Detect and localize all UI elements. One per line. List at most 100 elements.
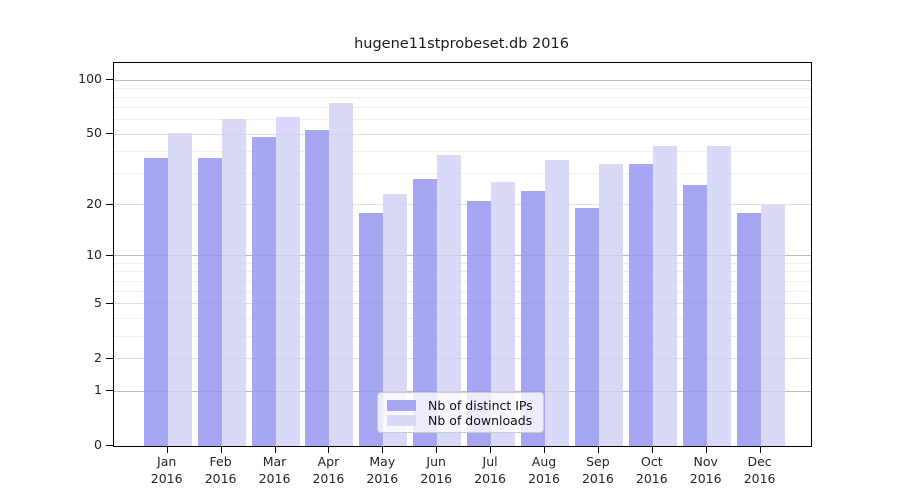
minor-gridline (114, 97, 811, 98)
y-axis-tick (106, 203, 113, 205)
x-tick-label: Mar 2016 (258, 454, 291, 486)
x-tick-label: Jun 2016 (420, 454, 453, 486)
x-axis-tick (382, 446, 384, 453)
y-axis-tick (106, 254, 113, 256)
minor-gridline (114, 151, 811, 152)
minor-gridline (114, 173, 811, 175)
y-tick-label: 10 (86, 246, 102, 262)
x-tick-label: Dec 2016 (743, 454, 776, 486)
x-axis-tick (328, 446, 330, 453)
bar-distinct-ips-oct (628, 164, 653, 446)
bar-downloads-feb (221, 118, 246, 446)
y-tick-label: 1 (94, 382, 102, 398)
minor-gridline (114, 271, 811, 273)
decade-gridline (114, 390, 811, 392)
gridline-overlay (114, 107, 811, 108)
legend-item-downloads: Nb of downloads (387, 413, 534, 428)
x-tick-label: Apr 2016 (312, 454, 345, 486)
bar-downloads-mar (275, 117, 300, 446)
minor-gridline (114, 291, 811, 293)
x-axis-tick (651, 446, 653, 453)
gridline-overlay (114, 173, 811, 174)
gridline-overlay (114, 97, 811, 98)
gridline-overlay (114, 291, 811, 292)
x-axis-tick (166, 446, 168, 453)
minor-gridline (114, 317, 811, 319)
minor-gridline (114, 107, 811, 109)
x-axis-tick (544, 446, 545, 453)
y-tick-label: 20 (86, 195, 102, 211)
gridline-overlay (114, 204, 811, 205)
bar-distinct-ips-apr (305, 129, 330, 446)
minor-gridline (114, 262, 811, 264)
plot-area (113, 62, 812, 447)
bar-downloads-oct (652, 145, 677, 446)
minor-gridline (114, 87, 811, 89)
legend: Nb of distinct IPs Nb of downloads (377, 392, 544, 433)
gridline-overlay (114, 263, 811, 264)
x-axis-tick (759, 446, 761, 453)
x-tick-label: Oct 2016 (635, 454, 668, 486)
gridline-overlay (114, 151, 811, 152)
gridline-overlay (114, 271, 811, 272)
chart-title: hugene11stprobeset.db 2016 (354, 36, 569, 52)
y-tick-label: 0 (94, 437, 102, 452)
gridline-overlay (114, 119, 811, 120)
legend-label-distinct-ips: Nb of distinct IPs (428, 398, 533, 413)
bar-downloads-jan (167, 132, 192, 446)
x-tick-label: Jul 2016 (474, 454, 506, 486)
bar-distinct-ips-nov (682, 184, 707, 446)
y-axis-tick (106, 357, 113, 359)
minor-gridline (114, 280, 811, 282)
minor-gridline (114, 335, 811, 337)
gridline-overlay (114, 79, 811, 81)
legend-swatch-downloads (387, 415, 416, 426)
bar-distinct-ips-feb (197, 157, 222, 446)
gridline (114, 204, 811, 206)
x-tick-label: Nov 2016 (689, 454, 722, 486)
x-axis-tick (705, 446, 707, 453)
y-tick-label: 50 (86, 125, 102, 141)
bar-distinct-ips-sep (574, 208, 599, 446)
legend-swatch-distinct-ips (387, 400, 416, 411)
x-tick-label: Aug 2016 (528, 454, 560, 486)
y-axis-tick (106, 133, 113, 135)
y-axis-tick (106, 302, 113, 304)
bar-downloads-nov (706, 145, 731, 446)
y-tick-label: 100 (78, 71, 102, 86)
gridline-overlay (114, 281, 811, 282)
gridline-overlay (114, 303, 811, 304)
minor-gridline (114, 119, 811, 121)
gridline-overlay (114, 358, 811, 359)
y-tick-label: 5 (94, 294, 102, 310)
gridline-overlay (114, 336, 811, 337)
x-tick-label: Jan 2016 (150, 454, 183, 486)
x-tick-label: Sep 2016 (581, 454, 614, 486)
gridline-overlay (114, 255, 811, 257)
bar-downloads-dec (760, 204, 785, 446)
bar-distinct-ips-mar (251, 137, 276, 446)
x-axis-tick (436, 446, 438, 453)
bar-distinct-ips-dec (736, 212, 761, 446)
decade-gridline (114, 79, 811, 81)
gridline (114, 303, 811, 305)
bar-downloads-apr (329, 102, 354, 446)
gridline-overlay (114, 134, 811, 135)
legend-label-downloads: Nb of downloads (428, 413, 533, 428)
decade-gridline (114, 255, 811, 257)
legend-item-distinct-ips: Nb of distinct IPs (387, 398, 534, 413)
x-axis-tick (597, 446, 599, 453)
bar-downloads-aug (545, 159, 569, 446)
x-axis-tick (220, 446, 222, 453)
y-axis-tick (106, 390, 113, 392)
gridline-overlay (114, 88, 811, 89)
gridline (114, 133, 811, 135)
y-tick-label: 2 (94, 349, 102, 365)
gridline (114, 358, 811, 360)
x-axis-tick (490, 446, 492, 453)
gridline-overlay (114, 390, 811, 392)
bar-distinct-ips-jan (143, 157, 168, 446)
gridline-overlay (114, 318, 811, 319)
y-axis-tick (106, 79, 113, 80)
